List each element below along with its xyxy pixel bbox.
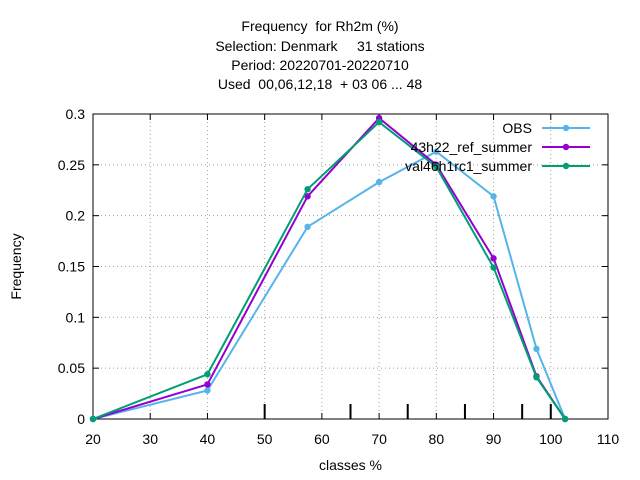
y-tick-label: 0.1 bbox=[66, 309, 86, 325]
title-line-4: Used 00,06,12,18 + 03 06 ... 48 bbox=[217, 76, 423, 92]
data-point bbox=[304, 223, 311, 231]
x-tick-label: 30 bbox=[142, 431, 158, 447]
y-tick-label: 0.05 bbox=[58, 360, 85, 376]
title-line-2: Selection: Denmark 31 stations bbox=[215, 38, 425, 54]
x-tick-label: 70 bbox=[371, 431, 387, 447]
y-tick-label: 0.15 bbox=[58, 259, 85, 275]
data-point bbox=[304, 193, 311, 200]
legend-label: OBS bbox=[502, 120, 532, 136]
y-tick-label: 0.25 bbox=[58, 157, 85, 173]
data-point bbox=[433, 163, 440, 171]
axis-ticks: 20 30 40 50 60 70 80 90 100 110 0 0.05 0.1 0.15 0.2 0.2… bbox=[58, 106, 620, 447]
y-tick-label: 0.2 bbox=[66, 208, 86, 224]
series-line bbox=[92, 150, 567, 420]
data-point bbox=[204, 387, 211, 394]
data-point bbox=[204, 371, 211, 378]
class-markers bbox=[263, 404, 552, 419]
data-point bbox=[375, 118, 383, 126]
title-line-3: Period: 20220701-20220710 bbox=[231, 57, 409, 73]
x-tick-label: 100 bbox=[539, 431, 563, 447]
series-0 bbox=[89, 148, 569, 423]
series-2 bbox=[89, 118, 569, 423]
series-line bbox=[92, 120, 566, 420]
legend-swatch-marker bbox=[562, 124, 570, 132]
data-point bbox=[490, 193, 497, 200]
legend-label: val46h1rc1_summer bbox=[405, 158, 532, 174]
data-point bbox=[490, 264, 497, 271]
data-point bbox=[89, 415, 97, 423]
y-tick-label: 0.3 bbox=[66, 106, 86, 122]
data-point bbox=[375, 178, 383, 186]
data-point bbox=[533, 374, 540, 381]
x-tick-label: 60 bbox=[314, 431, 330, 447]
data-point bbox=[490, 255, 497, 262]
data-point bbox=[533, 345, 540, 353]
x-tick-label: 20 bbox=[85, 431, 101, 447]
x-axis-label: classes % bbox=[319, 457, 382, 473]
data-point bbox=[304, 186, 311, 193]
data-point bbox=[204, 381, 211, 388]
x-tick-label: 40 bbox=[200, 431, 216, 447]
x-tick-label: 80 bbox=[429, 431, 445, 447]
legend-swatch-marker bbox=[562, 143, 570, 151]
title-line-1: Frequency for Rh2m (%) bbox=[241, 18, 399, 34]
series-layer bbox=[89, 114, 569, 423]
y-axis-label: Frequency bbox=[8, 233, 24, 299]
x-tick-label: 90 bbox=[486, 431, 502, 447]
data-point bbox=[433, 148, 440, 155]
x-tick-label: 110 bbox=[597, 431, 620, 447]
legend-swatch-marker bbox=[562, 162, 570, 170]
x-tick-label: 50 bbox=[257, 431, 273, 447]
legend-label: 43h22_ref_summer bbox=[411, 139, 533, 155]
data-point bbox=[561, 415, 569, 423]
legend: OBS 43h22_ref_summer val46h1rc1_summer bbox=[405, 120, 590, 174]
y-tick-label: 0 bbox=[77, 411, 85, 427]
